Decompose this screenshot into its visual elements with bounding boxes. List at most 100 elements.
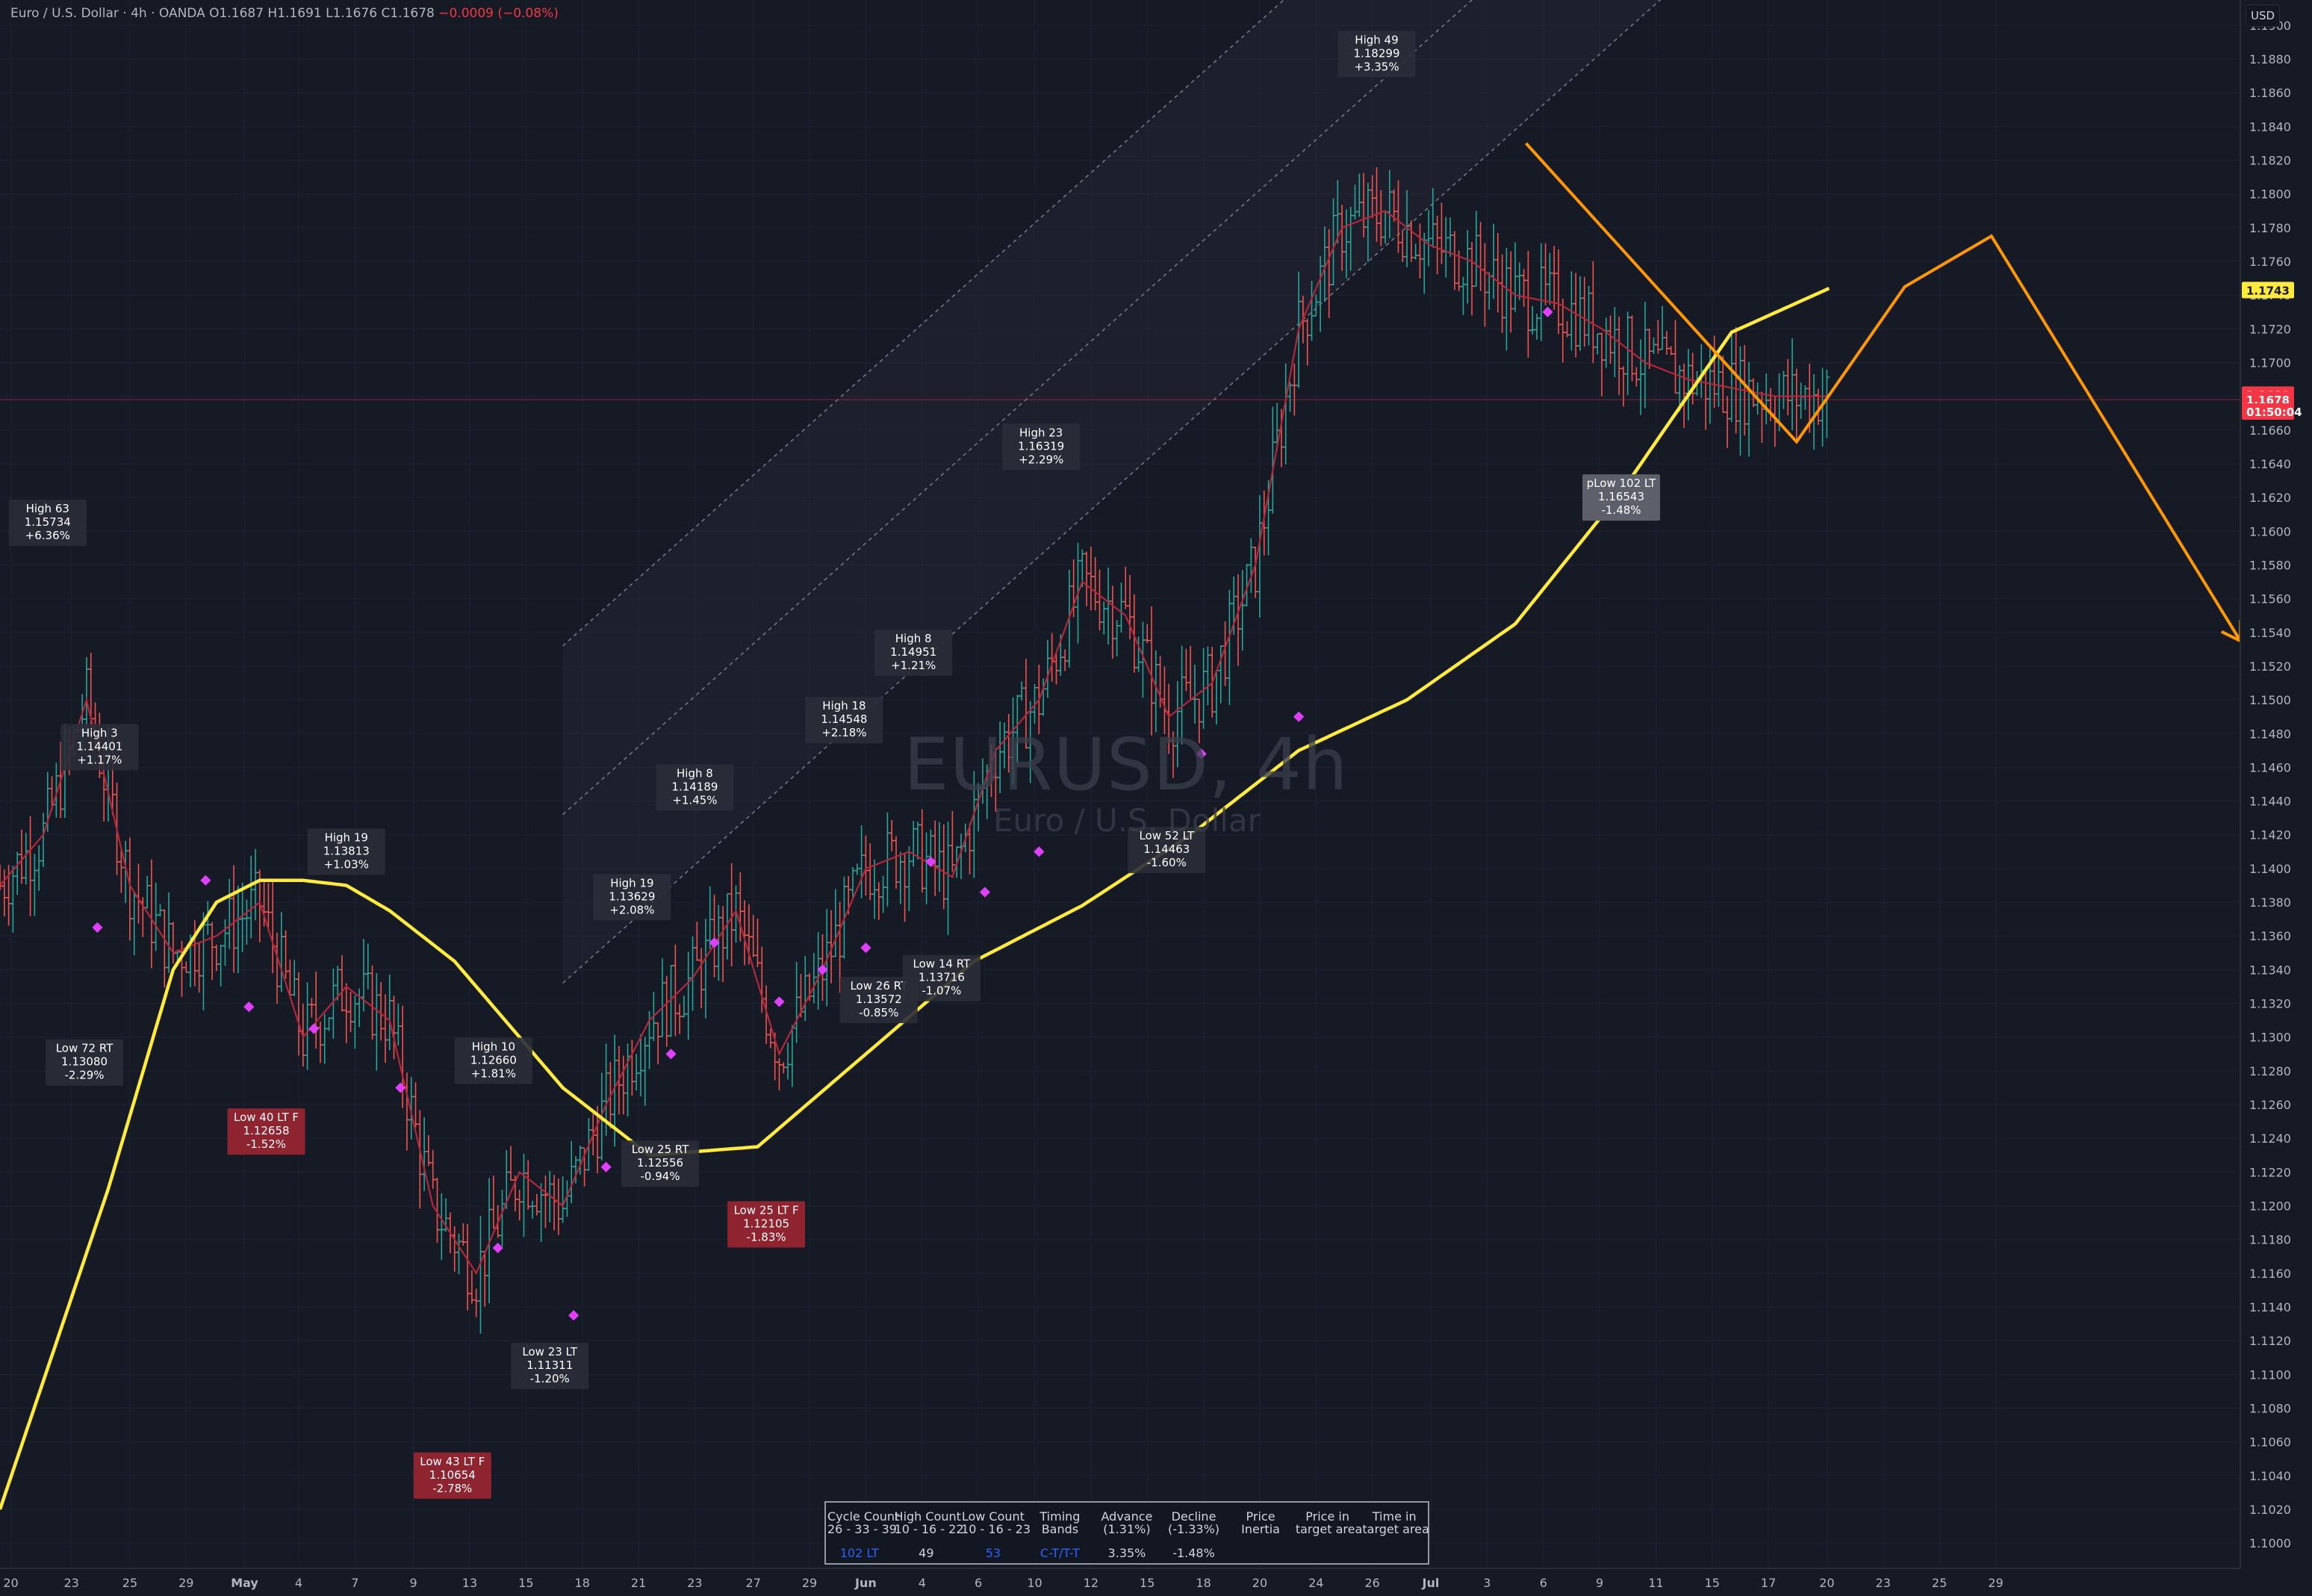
price-tick: 1.1140	[2249, 1300, 2291, 1314]
price-tick: 1.1340	[2249, 963, 2291, 977]
price-tick: 1.1180	[2249, 1233, 2291, 1247]
time-tick: 17	[1761, 1576, 1776, 1590]
price-tick: 1.1440	[2249, 795, 2291, 809]
pivot-label-bg	[902, 954, 981, 1002]
low-value: 1.1676	[332, 6, 378, 21]
pivot-label-bg	[621, 1140, 700, 1187]
cycle-marker	[665, 1049, 677, 1060]
price-badge-text: 1.1743	[2246, 284, 2290, 297]
price-tick: 1.1220	[2249, 1165, 2291, 1179]
symbol-title[interactable]: Euro / U.S. Dollar · 4h · OANDA	[10, 6, 205, 21]
price-tick: 1.1820	[2249, 154, 2291, 168]
pivot-label: High 631.15734+6.36%	[8, 500, 87, 546]
pivot-label: High 491.18299+3.35%	[1337, 31, 1416, 78]
time-tick: 3	[1483, 1576, 1491, 1590]
currency-button[interactable]: USD	[2246, 4, 2280, 27]
stats-header-cell: Price Inertia	[1241, 1509, 1280, 1536]
time-tick: 18	[1196, 1576, 1211, 1590]
pivot-label-text: 1.13629	[609, 889, 655, 903]
stats-value-high: 49	[919, 1546, 934, 1560]
pivot-label-text: -1.20%	[530, 1372, 570, 1385]
price-tick: 1.1100	[2249, 1367, 2291, 1382]
pivot-label-text: -2.78%	[432, 1482, 472, 1495]
change-value: −0.0009 (−0.08%)	[438, 6, 559, 21]
cycle-marker	[860, 942, 871, 954]
pivot-label-text: Low 23 LT	[522, 1345, 577, 1359]
time-tick: 12	[1084, 1576, 1098, 1590]
time-tick: 18	[575, 1576, 590, 1590]
stats-header-cell: Price in target area	[1295, 1509, 1363, 1536]
price-tick: 1.1020	[2249, 1503, 2291, 1517]
pivot-label-bg	[1337, 31, 1416, 78]
stats-value-time-target	[1361, 1543, 1428, 1563]
time-tick: 10	[1027, 1576, 1042, 1590]
price-tick: 1.1380	[2249, 895, 2291, 910]
pivot-label-text: -0.94%	[641, 1170, 680, 1183]
pivot-label-text: 1.15734	[25, 515, 71, 529]
time-tick: 24	[1308, 1576, 1323, 1590]
pivot-label-bg	[307, 828, 385, 875]
pivot-labels: High 631.15734+6.36% High 31.14401+1.17% L…	[8, 31, 1661, 1499]
pivot-label-text: 1.12105	[743, 1217, 789, 1230]
pivot-label-text: +1.03%	[324, 857, 369, 871]
pivot-label-text: High 23	[1019, 426, 1063, 439]
stats-header-cell: Cycle Count 26 - 33 - 39	[827, 1509, 900, 1536]
pivot-label: High 191.13629+2.08%	[593, 874, 671, 921]
time-tick: 15	[1705, 1576, 1720, 1590]
cycle-marker	[979, 887, 990, 898]
cycle-marker	[1293, 711, 1305, 722]
cycle-marker	[1034, 846, 1045, 857]
pivot-label-text: +2.08%	[609, 903, 654, 916]
pivot-label-text: -1.52%	[246, 1137, 286, 1151]
time-tick: 20	[1252, 1576, 1267, 1590]
grid	[0, 0, 2240, 1568]
pivot-label-text: 1.12556	[637, 1156, 683, 1170]
pivot-label-text: 1.18299	[1353, 46, 1399, 60]
time-tick: 4	[295, 1576, 302, 1590]
price-tick: 1.1000	[2249, 1536, 2291, 1550]
pivot-label: Low 23 LT1.11311-1.20%	[511, 1343, 589, 1390]
pivot-label-text: +1.17%	[77, 753, 122, 766]
time-tick: 25	[122, 1576, 137, 1590]
cycle-marker	[492, 1242, 503, 1254]
time-tick: 21	[631, 1576, 646, 1590]
pivot-label: High 181.14548+2.18%	[805, 697, 883, 744]
pivot-label-text: 1.16319	[1018, 439, 1064, 453]
time-tick: 29	[178, 1576, 193, 1590]
pivot-label: Low 72 RT1.13080-2.29%	[46, 1039, 124, 1086]
stats-header-cell: Time in target area	[1362, 1509, 1429, 1536]
regression-channel	[562, 0, 1662, 984]
pivot-label: Low 25 RT1.12556-0.94%	[621, 1140, 700, 1187]
price-tick: 1.1480	[2249, 727, 2291, 741]
price-tick: 1.1600	[2249, 524, 2291, 538]
time-tick: 25	[1932, 1576, 1947, 1590]
stats-value-row: 102 LT 49 53 C-T/T-T 3.35% -1.48%	[826, 1543, 1428, 1563]
price-tick: 1.1360	[2249, 929, 2291, 943]
pivot-label-text: +1.45%	[672, 794, 717, 807]
cycle-marker	[308, 1023, 320, 1034]
time-tick: 13	[462, 1576, 477, 1590]
time-tick: Jul	[1422, 1576, 1440, 1590]
cycle-marker	[243, 1001, 255, 1013]
cycle-stats-table: Cycle Count 26 - 33 - 39 High Count 10 - 1…	[824, 1501, 1429, 1565]
time-tick: 15	[1140, 1576, 1155, 1590]
price-tick: 1.1280	[2249, 1064, 2291, 1078]
pivot-label-text: 1.14401	[76, 739, 122, 753]
price-tick: 1.1260	[2249, 1098, 2291, 1112]
price-tick: 1.1160	[2249, 1267, 2291, 1281]
pivot-label-bg	[46, 1039, 124, 1086]
pivot-label: High 81.14951+1.21%	[874, 629, 953, 676]
time-tick: 15	[518, 1576, 533, 1590]
pivot-label: pLow 102 LT1.16543-1.48%	[1582, 474, 1661, 521]
pivot-label-bg	[1002, 423, 1081, 471]
stats-value-timing: C-T/T-T	[1040, 1546, 1080, 1560]
pivot-label: High 81.14189+1.45%	[656, 764, 734, 811]
price-tick: 1.1660	[2249, 423, 2291, 438]
price-badge-text: 01:50:04	[2246, 406, 2302, 419]
pivot-label: Low 25 LT F1.12105-1.83%	[727, 1201, 806, 1248]
price-tick: 1.1700	[2249, 355, 2291, 370]
open-value: 1.1687	[219, 6, 264, 21]
cycle-marker	[709, 937, 720, 948]
price-tick: 1.1760	[2249, 255, 2291, 269]
